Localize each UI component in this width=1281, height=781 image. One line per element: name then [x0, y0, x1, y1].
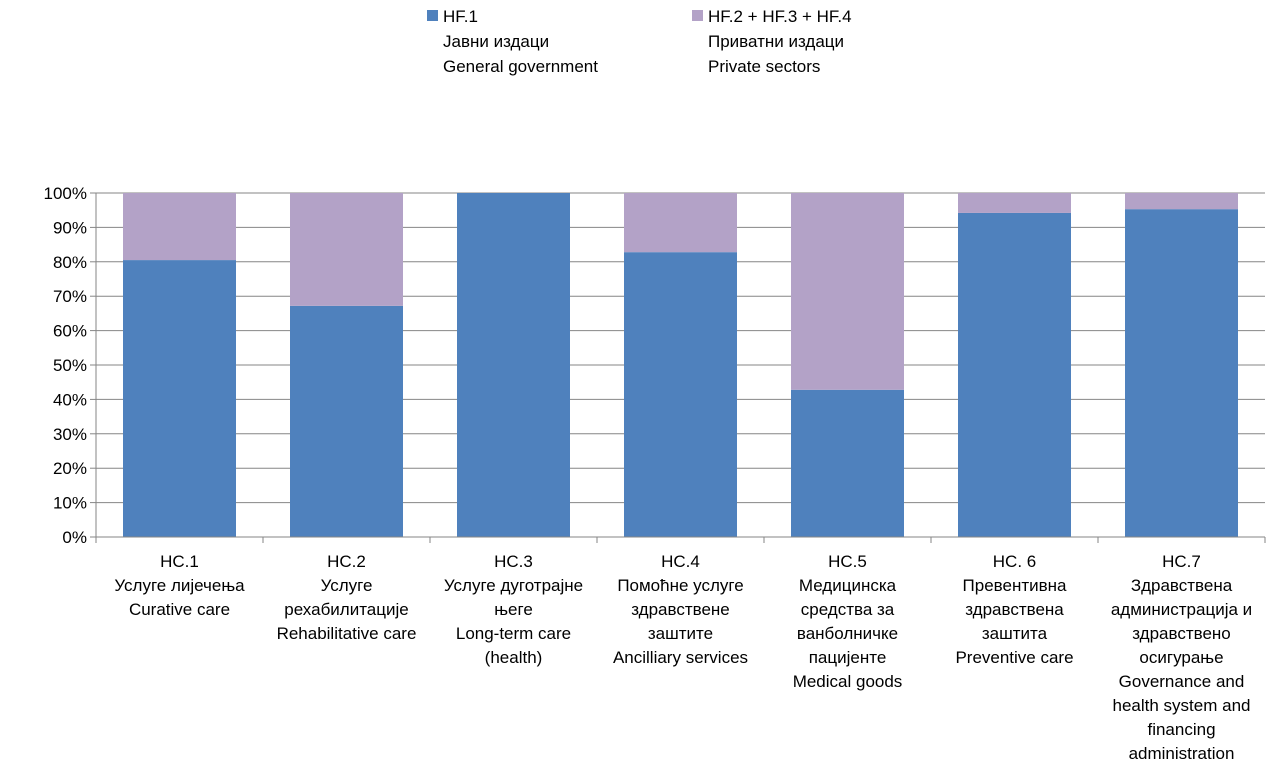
bar-segment-general-government [958, 212, 1071, 537]
x-category-label-line: Услуге лијечења [114, 576, 245, 595]
y-tick-label: 0% [62, 528, 87, 547]
x-category-label-line: Governance and [1119, 672, 1245, 691]
x-category-label-line: (health) [485, 648, 543, 667]
x-category-label-line: Медицинска [799, 576, 897, 595]
y-tick-label: 50% [53, 356, 87, 375]
x-category-label-line: рехабилитације [284, 600, 408, 619]
bar-segment-private-sectors [958, 193, 1071, 213]
x-category-label-line: Помоћне услуге [617, 576, 743, 595]
axes [90, 192, 1266, 543]
x-category-label-line: HC.1 [160, 552, 199, 571]
x-category-label: HC.3 Услуге дуготрајне његе Long-term care (… [444, 552, 583, 667]
bar-segment-general-government [791, 389, 904, 537]
x-category-label: HC.1 Услуге лијечења Curative care [114, 552, 245, 619]
x-category-label-line: његе [494, 600, 533, 619]
x-category-label-line: Preventive care [955, 648, 1073, 667]
bar-segment-general-government [290, 305, 403, 537]
x-category-label-line: HC.2 [327, 552, 366, 571]
bar-segment-general-government [624, 252, 737, 537]
bar-segment-private-sectors [123, 193, 236, 261]
x-axis-category-labels: HC.1 Услуге лијечења Curative care HC.2 Услу… [114, 552, 1252, 763]
x-category-label-line: Medical goods [793, 672, 903, 691]
x-category-label-line: Здравствена [1131, 576, 1233, 595]
x-category-label-line: health system and [1113, 696, 1251, 715]
x-category-label-line: HC.7 [1162, 552, 1201, 571]
y-axis-tick-labels: 0% 10% 20% 30% 40% 50% 60% 70% 80% 90% 100% [44, 184, 87, 547]
legend-label: Private sectors [708, 57, 821, 76]
legend-label: General government [443, 57, 598, 76]
y-tick-label: 40% [53, 390, 87, 409]
x-category-label-line: заштите [648, 624, 713, 643]
x-category-label: HC. 6 Превентивна здравствена заштита Preven… [955, 552, 1073, 667]
x-category-label-line: ванболничке [797, 624, 898, 643]
x-category-label-line: Услуге дуготрајне [444, 576, 583, 595]
x-category-label: HC.5 Медицинска средства за ванболничке паци… [793, 552, 903, 691]
x-category-label-line: здравствена [965, 600, 1064, 619]
x-category-label-line: HC.3 [494, 552, 533, 571]
bar-segment-private-sectors [1125, 193, 1238, 210]
x-category-label-line: financing [1147, 720, 1215, 739]
x-category-label-line: осигурање [1139, 648, 1223, 667]
bar-segment-general-government [457, 193, 570, 537]
x-category-label-line: Long-term care [456, 624, 571, 643]
x-category-label-line: здравствено [1132, 624, 1231, 643]
x-category-label-line: здравствене [631, 600, 730, 619]
x-category-label-line: Rehabilitative care [277, 624, 417, 643]
x-category-label-line: Услуге [321, 576, 373, 595]
x-category-label-line: пацијенте [809, 648, 887, 667]
y-tick-label: 60% [53, 322, 87, 341]
x-category-label-line: Ancilliary services [613, 648, 748, 667]
legend-label: Приватни издаци [708, 32, 845, 51]
y-tick-label: 30% [53, 425, 87, 444]
x-category-label: HC.2 Услуге рехабилитације Rehabilitative c… [277, 552, 417, 643]
y-tick-label: 20% [53, 459, 87, 478]
y-tick-label: 70% [53, 287, 87, 306]
x-category-label-line: HC. 6 [993, 552, 1036, 571]
legend-swatch-general-government [427, 10, 438, 21]
x-category-label-line: Curative care [129, 600, 230, 619]
x-category-label-line: администрација и [1111, 600, 1252, 619]
x-category-label-line: administration [1129, 744, 1235, 763]
x-category-label: HC.4 Помоћне услуге здравствене заштите Anci… [613, 552, 748, 667]
x-category-label-line: Превентивна [963, 576, 1068, 595]
bar-segment-private-sectors [290, 193, 403, 306]
x-category-label-line: средства за [801, 600, 895, 619]
bar-segment-general-government [123, 260, 236, 537]
bar-segment-private-sectors [624, 193, 737, 253]
bar-segment-private-sectors [791, 193, 904, 390]
y-tick-label: 90% [53, 218, 87, 237]
y-tick-label: 80% [53, 253, 87, 272]
bars [123, 193, 1238, 537]
x-category-label-line: HC.5 [828, 552, 867, 571]
legend-label: Јавни издаци [443, 32, 550, 51]
legend-swatch-private-sectors [692, 10, 703, 21]
bar-segment-general-government [1125, 209, 1238, 537]
legend-label: HF.1 [443, 7, 478, 26]
x-category-label-line: HC.4 [661, 552, 700, 571]
y-tick-label: 10% [53, 494, 87, 513]
x-category-label-line: заштита [982, 624, 1048, 643]
x-category-label: HC.7 Здравствена администрација и здравстве… [1111, 552, 1252, 763]
y-tick-label: 100% [44, 184, 87, 203]
legend-label: HF.2 + HF.3 + HF.4 [708, 7, 852, 26]
